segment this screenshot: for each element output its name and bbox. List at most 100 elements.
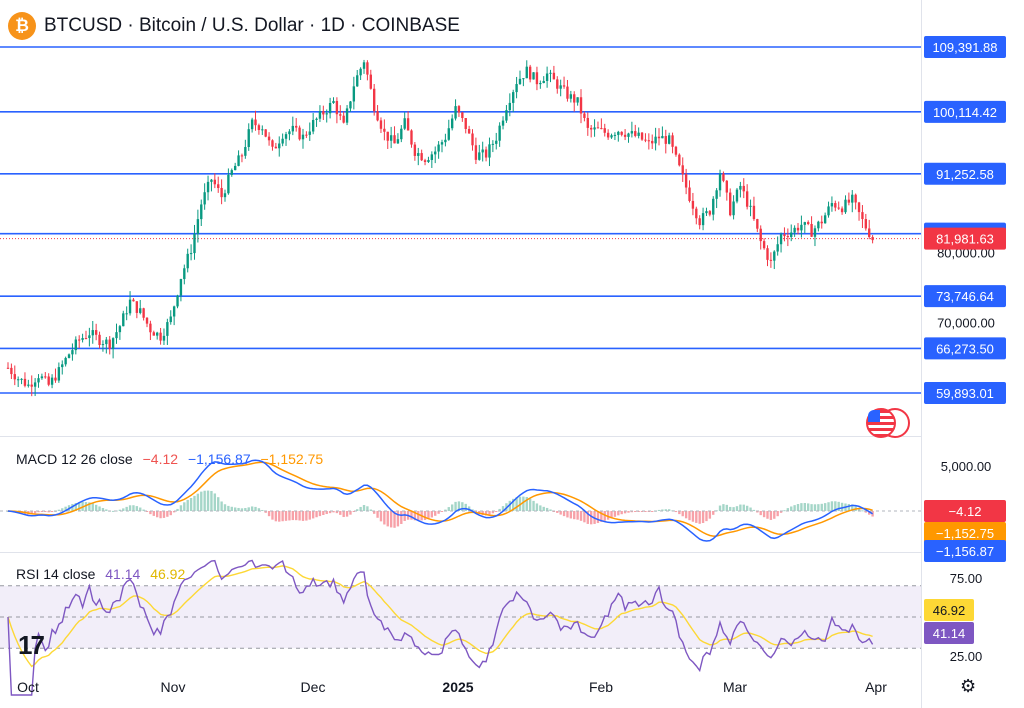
- candle-body: [261, 129, 264, 131]
- candle-body: [447, 128, 450, 140]
- macd-histogram-bar: [206, 490, 210, 511]
- macd-tick-label: 5,000.00: [941, 459, 992, 474]
- rsi-line: [7, 559, 874, 696]
- candle-body: [545, 73, 549, 81]
- pane-divider[interactable]: [0, 436, 922, 437]
- macd-histogram-bar: [247, 507, 250, 511]
- macd-histogram-bar: [230, 506, 233, 511]
- macd-histogram-bar: [379, 511, 383, 522]
- candle-body: [233, 165, 237, 171]
- symbol-title[interactable]: BTCUSD · Bitcoin / U.S. Dollar · 1D · CO…: [44, 15, 460, 36]
- macd-histogram-bar: [318, 511, 322, 517]
- candle-body: [125, 313, 128, 315]
- rsi-legend[interactable]: RSI 14 close 41.14 46.92: [16, 566, 191, 582]
- macd-histogram-bar: [264, 511, 267, 513]
- candle-body: [817, 221, 820, 229]
- macd-histogram-bar: [861, 510, 864, 512]
- macd-histogram-bar: [203, 490, 206, 511]
- tradingview-logo[interactable]: 17: [18, 630, 45, 660]
- macd-histogram-bar: [101, 507, 105, 511]
- macd-histogram-bar: [627, 511, 630, 513]
- candle-body: [562, 85, 566, 87]
- candle-body: [389, 135, 393, 141]
- candle-body: [213, 179, 217, 185]
- candle-body: [783, 234, 786, 237]
- candle-body: [183, 268, 186, 280]
- time-tick-label: Feb: [589, 679, 613, 695]
- candle-body: [393, 135, 396, 144]
- candle-body: [427, 159, 430, 162]
- macd-histogram-bar: [196, 493, 200, 511]
- candle-body: [356, 75, 359, 87]
- candle-body: [834, 203, 837, 208]
- macd-histogram-bar: [295, 511, 298, 521]
- macd-histogram-bar: [773, 511, 776, 519]
- macd-histogram-bar: [698, 511, 701, 524]
- candlesticks: [6, 59, 874, 397]
- pane-divider[interactable]: [0, 552, 922, 553]
- candle-body: [206, 181, 210, 193]
- macd-histogram-bar: [47, 511, 50, 513]
- candle-body: [803, 222, 806, 225]
- candle-body: [745, 191, 749, 207]
- macd-histogram-bar: [603, 511, 606, 521]
- candle-body: [634, 131, 637, 136]
- candle-body: [352, 86, 356, 102]
- candle-body: [525, 66, 528, 79]
- level-label: 73,746.64: [936, 289, 994, 304]
- macd-histogram-bar: [132, 505, 135, 511]
- macd-histogram-bar: [600, 511, 603, 522]
- candle-body: [400, 128, 403, 140]
- settings-gear-icon[interactable]: ⚙: [960, 676, 977, 696]
- macd-histogram-bar: [40, 511, 44, 512]
- macd-histogram-bar: [423, 511, 427, 521]
- macd-histogram-bar: [349, 511, 352, 515]
- candle-body: [332, 100, 335, 104]
- macd-histogram-bar: [128, 505, 132, 511]
- candle-body: [813, 228, 817, 237]
- candle-body: [152, 332, 155, 336]
- macd-histogram-bar: [735, 506, 739, 511]
- candle-body: [244, 147, 247, 156]
- candle-body: [118, 326, 122, 333]
- candle-body: [484, 149, 488, 158]
- macd-legend[interactable]: MACD 12 26 close −4.12 −1,156.87 −1,152.…: [16, 451, 329, 467]
- candle-body: [6, 367, 10, 369]
- candle-body: [220, 187, 223, 198]
- macd-histogram-bar: [298, 511, 301, 521]
- macd-histogram-bar: [444, 509, 447, 511]
- macd-histogram-bar: [644, 511, 647, 512]
- macd-histogram-bar: [729, 506, 732, 511]
- macd-value-label: −1,152.75: [936, 526, 994, 541]
- macd-histogram-bar: [91, 503, 94, 511]
- candle-body: [739, 185, 742, 190]
- candle-body: [122, 313, 125, 327]
- macd-histogram-bar: [634, 511, 637, 512]
- candle-body: [515, 84, 518, 93]
- us-flag-icon[interactable]: [866, 408, 896, 438]
- candle-body: [115, 332, 118, 339]
- candle-body: [769, 259, 773, 261]
- candle-body: [566, 86, 569, 99]
- macd-histogram-bar: [674, 511, 678, 513]
- macd-histogram-bar: [213, 493, 217, 511]
- macd-histogram-bar: [345, 511, 349, 517]
- macd-pane: [0, 459, 921, 542]
- candle-body: [345, 108, 349, 123]
- candle-body: [264, 129, 267, 137]
- macd-histogram-bar: [244, 508, 247, 511]
- candle-body: [454, 106, 457, 119]
- macd-histogram-bar: [766, 511, 769, 519]
- candle-body: [373, 88, 376, 112]
- candle-body: [420, 153, 423, 161]
- candle-body: [766, 248, 769, 260]
- macd-histogram-bar: [227, 505, 230, 511]
- level-label: 109,391.88: [932, 40, 997, 55]
- time-tick-label: Apr: [865, 679, 887, 695]
- candle-body: [403, 118, 406, 129]
- candle-body: [464, 118, 467, 129]
- macd-histogram-bar: [817, 504, 820, 511]
- candle-body: [820, 221, 823, 224]
- macd-histogram-bar: [200, 491, 203, 511]
